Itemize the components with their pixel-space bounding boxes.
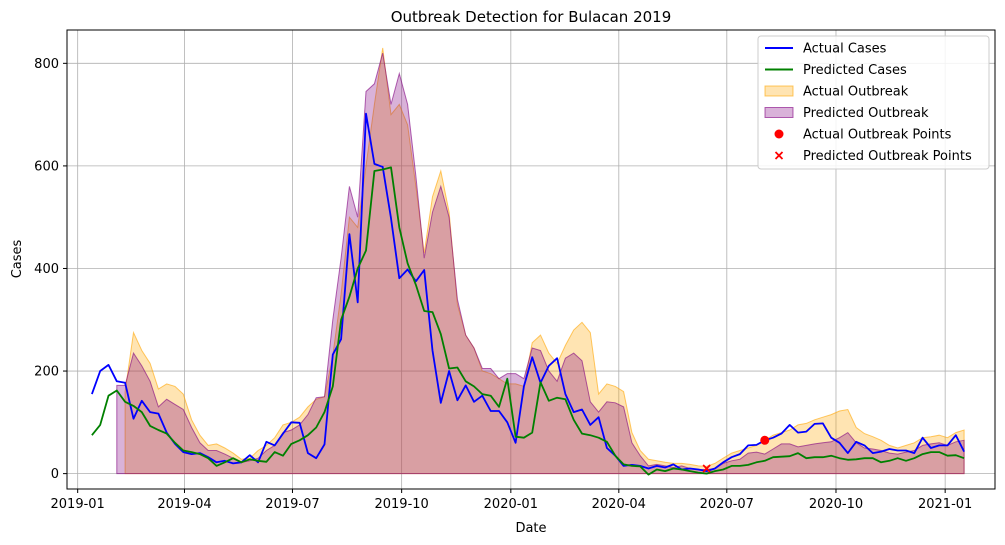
predicted-outbreak-point: [702, 464, 711, 473]
x-tick-label: 2020-01: [484, 497, 538, 512]
y-tick-label: 600: [34, 159, 59, 174]
actual-outbreak-point: [760, 435, 770, 445]
legend-swatch: [774, 129, 784, 139]
legend-box: [757, 35, 990, 170]
legend-swatch: [764, 85, 794, 97]
plot-area-frame: [66, 29, 996, 490]
y-axis-ticks: 0 200 400 600 800: [34, 57, 67, 482]
legend-label: Actual Outbreak: [803, 85, 909, 100]
legend-swatch: [774, 151, 784, 160]
x-tick-label: 2019-01: [51, 497, 105, 512]
legend-item-actual-outbreak-points: Actual Outbreak Points: [774, 128, 952, 143]
legend-label: Actual Cases: [803, 42, 887, 57]
legend-item-actual-outbreak: Actual Outbreak: [764, 85, 909, 100]
x-tick-label: 2019-07: [265, 497, 319, 512]
predicted-cases-line: [91, 166, 965, 476]
y-axis-title: Cases: [10, 239, 25, 278]
case-lines: [91, 112, 965, 476]
legend-label: Actual Outbreak Points: [803, 128, 952, 143]
outbreak-markers: [702, 435, 770, 473]
y-tick-label: 400: [34, 262, 59, 277]
x-tick-label: 2021-01: [918, 497, 972, 512]
legend: Actual Cases Predicted Cases Actual Outbre…: [757, 35, 990, 170]
legend-item-predicted-cases: Predicted Cases: [765, 63, 907, 78]
legend-item-predicted-outbreak-points: Predicted Outbreak Points: [774, 149, 972, 164]
legend-label: Predicted Cases: [803, 63, 907, 78]
x-tick-label: 2020-04: [592, 497, 646, 512]
y-tick-label: 0: [51, 467, 59, 482]
x-tick-label: 2019-04: [157, 497, 211, 512]
y-tick-label: 200: [34, 365, 59, 380]
legend-item-actual-cases: Actual Cases: [765, 42, 887, 57]
legend-item-predicted-outbreak: Predicted Outbreak: [764, 106, 929, 121]
y-tick-label: 800: [34, 57, 59, 72]
x-tick-label: 2020-07: [700, 497, 754, 512]
x-axis-ticks: 2019-01 2019-04 2019-07 2019-10 2020-01 2020-…: [51, 489, 972, 512]
x-tick-label: 2020-10: [809, 497, 863, 512]
legend-label: Predicted Outbreak: [803, 106, 929, 121]
legend-label: Predicted Outbreak Points: [803, 149, 972, 164]
x-axis-title: Date: [515, 521, 546, 536]
legend-swatch: [764, 107, 794, 118]
chart-title: Outbreak Detection for Bulacan 2019: [391, 8, 672, 26]
x-tick-label: 2019-10: [374, 497, 428, 512]
actual-cases-line: [91, 112, 965, 473]
